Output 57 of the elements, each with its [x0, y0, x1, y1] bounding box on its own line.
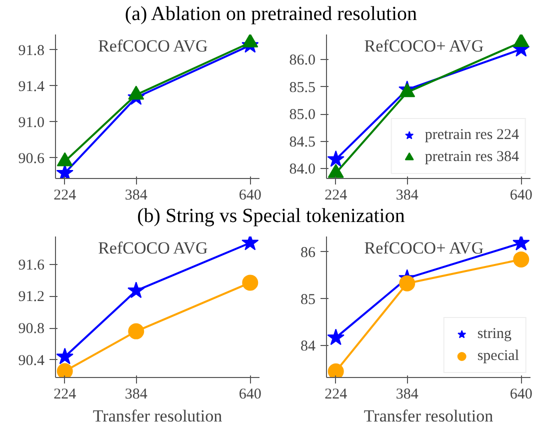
- y-tick-label: 91.4: [18, 78, 45, 95]
- y-tick-label: 85: [300, 292, 316, 308]
- chart-title: RefCOCO AVG: [98, 238, 208, 258]
- point: [399, 275, 416, 292]
- chart-title: RefCOCO AVG: [98, 36, 208, 56]
- y-tick-label: 91.2: [18, 289, 44, 306]
- x-tick-label: 640: [510, 386, 532, 402]
- y-tick-label: 90.4: [18, 352, 45, 369]
- legend-label: pretrain res 224: [424, 126, 519, 144]
- y-tick-label: 84.0: [289, 162, 316, 178]
- point: [128, 323, 144, 340]
- point: [242, 274, 258, 291]
- point: [56, 363, 73, 378]
- y-tick-label: 86: [300, 244, 316, 261]
- y-tick-label: 91.6: [18, 257, 45, 274]
- point: [328, 363, 344, 378]
- y-tick-label: 91.0: [18, 114, 44, 131]
- x-tick-label: 640: [238, 386, 262, 402]
- point: [56, 348, 74, 364]
- point: [56, 164, 74, 178]
- x-tick-label: 640: [238, 188, 262, 204]
- point: [128, 282, 145, 298]
- y-tick-label: 84: [300, 338, 316, 355]
- legend-label: pretrain res 384: [424, 148, 519, 166]
- point: [513, 251, 530, 268]
- x-axis-title: Transfer resolution: [364, 406, 494, 426]
- x-tick-label: 384: [124, 188, 148, 204]
- point: [328, 164, 344, 178]
- chart-title: RefCOCO+ AVG: [364, 238, 484, 258]
- x-tick-label: 224: [54, 188, 77, 204]
- point: [327, 150, 344, 167]
- legend-label: special: [477, 348, 519, 364]
- x-tick-label: 224: [324, 188, 348, 204]
- x-tick-label: 384: [124, 386, 148, 402]
- point: [128, 86, 144, 100]
- chart-title: RefCOCO+ AVG: [364, 36, 484, 56]
- legend-label: string: [477, 326, 512, 342]
- x-tick-label: 640: [510, 188, 532, 204]
- x-tick-label: 224: [54, 386, 77, 402]
- point: [327, 328, 344, 346]
- text: (a) Ablation on pretrained resolution: [124, 2, 418, 27]
- text: (b) String vs Special tokenization: [137, 204, 405, 229]
- y-tick-label: 91.8: [18, 42, 44, 59]
- y-tick-label: 85.0: [289, 107, 316, 124]
- x-tick-label: 224: [324, 386, 348, 402]
- point: [512, 236, 530, 250]
- x-axis-title: Transfer resolution: [92, 406, 223, 426]
- y-tick-label: 84.5: [289, 134, 316, 150]
- y-tick-label: 90.6: [18, 150, 45, 167]
- y-tick-label: 90.8: [18, 321, 44, 338]
- y-tick-label: 86.0: [289, 52, 316, 69]
- point: [56, 152, 73, 166]
- point: [513, 34, 530, 47]
- point: [242, 34, 258, 48]
- x-tick-label: 384: [396, 188, 419, 204]
- x-tick-label: 384: [396, 386, 419, 402]
- y-tick-label: 85.5: [289, 80, 316, 96]
